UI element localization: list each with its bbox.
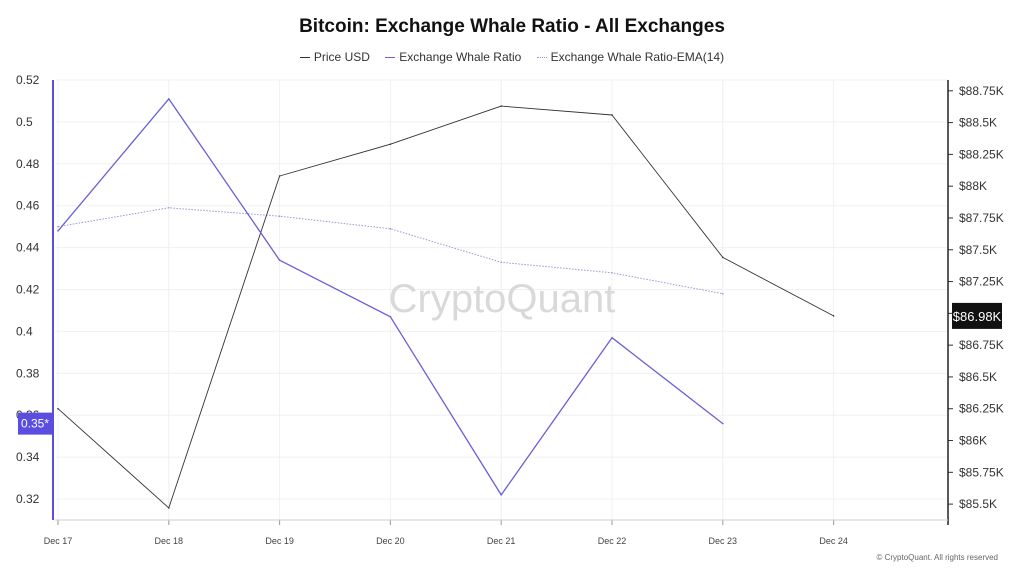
- legend-label-whale-ratio-ema: Exchange Whale Ratio-EMA(14): [550, 50, 725, 64]
- data-point: [611, 271, 613, 274]
- data-point: [168, 207, 170, 209]
- series-line-price: [57, 105, 834, 509]
- y-right-tick-label: $86K: [959, 434, 987, 448]
- y-right-tick-label: $88K: [959, 179, 987, 193]
- data-point: [722, 256, 724, 259]
- legend-item-whale-ratio[interactable]: Exchange Whale Ratio: [385, 50, 521, 64]
- x-tick-label: Dec 24: [819, 536, 848, 546]
- x-tick-label: Dec 19: [265, 536, 294, 546]
- data-point: [500, 494, 503, 496]
- y-left-tick-label: 0.32: [16, 492, 40, 506]
- chart-title: Bitcoin: Exchange Whale Ratio - All Exch…: [299, 16, 725, 37]
- legend-label-price: Price USD: [313, 50, 370, 64]
- x-tick-label: Dec 21: [487, 536, 516, 546]
- y-left-tick-label: 0.52: [16, 73, 40, 87]
- y-right-tick-label: $87.25K: [959, 275, 1004, 289]
- y-left-tick-label: 0.5: [16, 115, 33, 129]
- last-value-label-left: 0.35*: [21, 417, 49, 431]
- axes: [52, 80, 953, 525]
- data-point: [832, 315, 835, 317]
- y-left-tick-label: 0.4: [16, 324, 33, 338]
- data-point: [278, 215, 281, 217]
- legend-label-whale-ratio: Exchange Whale Ratio: [399, 50, 522, 64]
- data-point: [500, 261, 503, 264]
- x-tick-label: Dec 22: [598, 536, 627, 546]
- data-point: [168, 98, 170, 100]
- x-tick-label: Dec 17: [44, 536, 73, 546]
- x-tick-label: Dec 23: [709, 536, 738, 546]
- y-right-tick-label: $86.5K: [959, 370, 997, 384]
- y-left-tick-label: 0.38: [16, 366, 40, 380]
- data-point: [57, 407, 59, 410]
- y-left-tick-label: 0.34: [16, 450, 40, 464]
- data-point: [611, 114, 613, 116]
- data-point: [389, 227, 392, 230]
- y-right-tick-label: $85.5K: [959, 497, 997, 511]
- y-right-tick-label: $86.25K: [959, 402, 1004, 416]
- y-right-tick-label: $88.75K: [959, 84, 1004, 98]
- data-point: [57, 225, 59, 228]
- data-point: [722, 422, 724, 425]
- legend-swatch-price: [299, 57, 310, 59]
- x-tick-label: Dec 18: [155, 536, 184, 546]
- data-point: [722, 292, 724, 295]
- watermark: CryptoQuant: [389, 277, 616, 321]
- data-point: [57, 230, 59, 232]
- data-point: [168, 507, 170, 509]
- y-left-tick-label: 0.46: [16, 199, 40, 213]
- legend-item-price[interactable]: Price USD: [299, 50, 370, 64]
- axis-labels: 0.520.50.480.460.440.420.40.380.360.340.…: [16, 73, 1004, 546]
- y-right-tick-label: $86.75K: [959, 338, 1004, 352]
- y-right-tick-label: $87.5K: [959, 243, 997, 257]
- last-value-label-right: $86.98K: [953, 309, 1002, 324]
- y-left-tick-label: 0.42: [16, 283, 40, 297]
- chart-legend: Price USD Exchange Whale Ratio Exchange …: [0, 50, 1024, 64]
- legend-swatch-whale-ratio-ema: [536, 57, 547, 59]
- data-point: [389, 315, 392, 318]
- grid: [55, 79, 948, 520]
- series: [57, 98, 835, 509]
- y-right-tick-label: $88.25K: [959, 147, 1004, 161]
- legend-swatch-whale-ratio: [385, 57, 396, 59]
- data-point: [389, 143, 392, 146]
- data-point: [278, 259, 281, 261]
- x-tick-label: Dec 20: [376, 536, 405, 546]
- y-right-tick-label: $85.75K: [959, 465, 1004, 479]
- data-point: [611, 336, 613, 339]
- legend-item-whale-ratio-ema[interactable]: Exchange Whale Ratio-EMA(14): [536, 50, 725, 64]
- footer-credit: © CryptoQuant. All rights reserved: [876, 553, 999, 562]
- y-left-tick-label: 0.48: [16, 157, 40, 171]
- last-value-badge-right: [952, 302, 1002, 329]
- y-left-tick-label: 0.44: [16, 241, 40, 255]
- y-right-tick-label: $88.5K: [959, 116, 997, 130]
- data-point: [278, 175, 281, 177]
- data-point: [500, 105, 503, 107]
- last-value-badge-left: [18, 412, 53, 435]
- y-right-tick-label: $87.75K: [959, 211, 1004, 225]
